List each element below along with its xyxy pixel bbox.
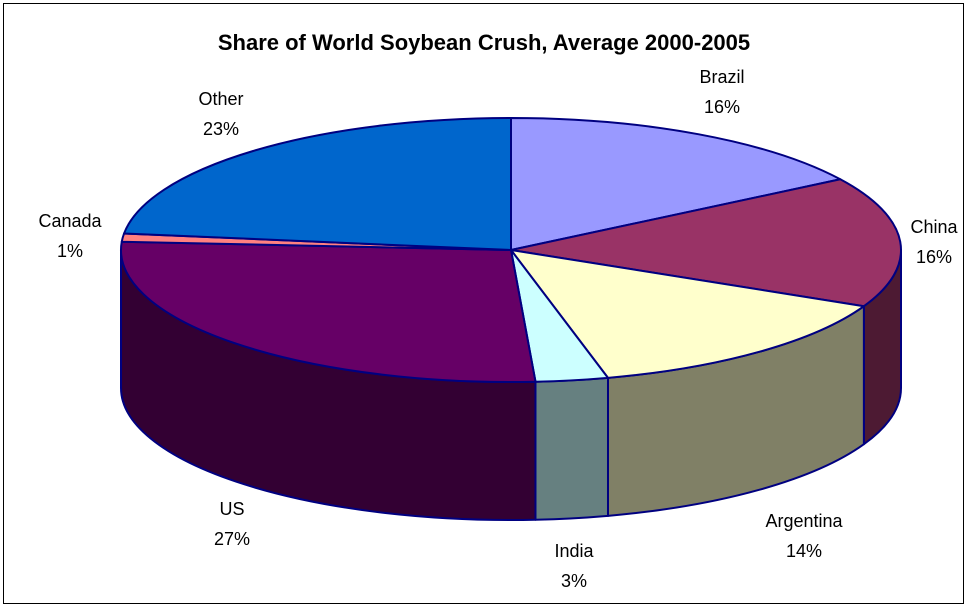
slice-tops (120, 117, 902, 383)
slice-label-china: China 16% (910, 217, 958, 267)
slice-labels: Brazil 16% China 16% Argentina 14% India 3% US 27… (38, 67, 958, 591)
slice-sides (120, 249, 902, 521)
slice-side-india (534, 376, 609, 521)
slice-label-argentina: Argentina 14% (765, 511, 843, 561)
slice-argentina (510, 249, 865, 379)
slice-label-india: India 3% (554, 541, 594, 591)
slice-china (510, 178, 902, 308)
slice-us (120, 240, 537, 383)
slice-label-other: Other 23% (198, 89, 243, 139)
slice-brazil (510, 117, 842, 251)
slice-label-canada: Canada 1% (38, 211, 102, 261)
slice-other (123, 117, 512, 251)
chart-title: Share of World Soybean Crush, Average 20… (218, 30, 750, 55)
slice-label-us: US 27% (214, 499, 250, 549)
slice-label-brazil: Brazil 16% (699, 67, 744, 117)
